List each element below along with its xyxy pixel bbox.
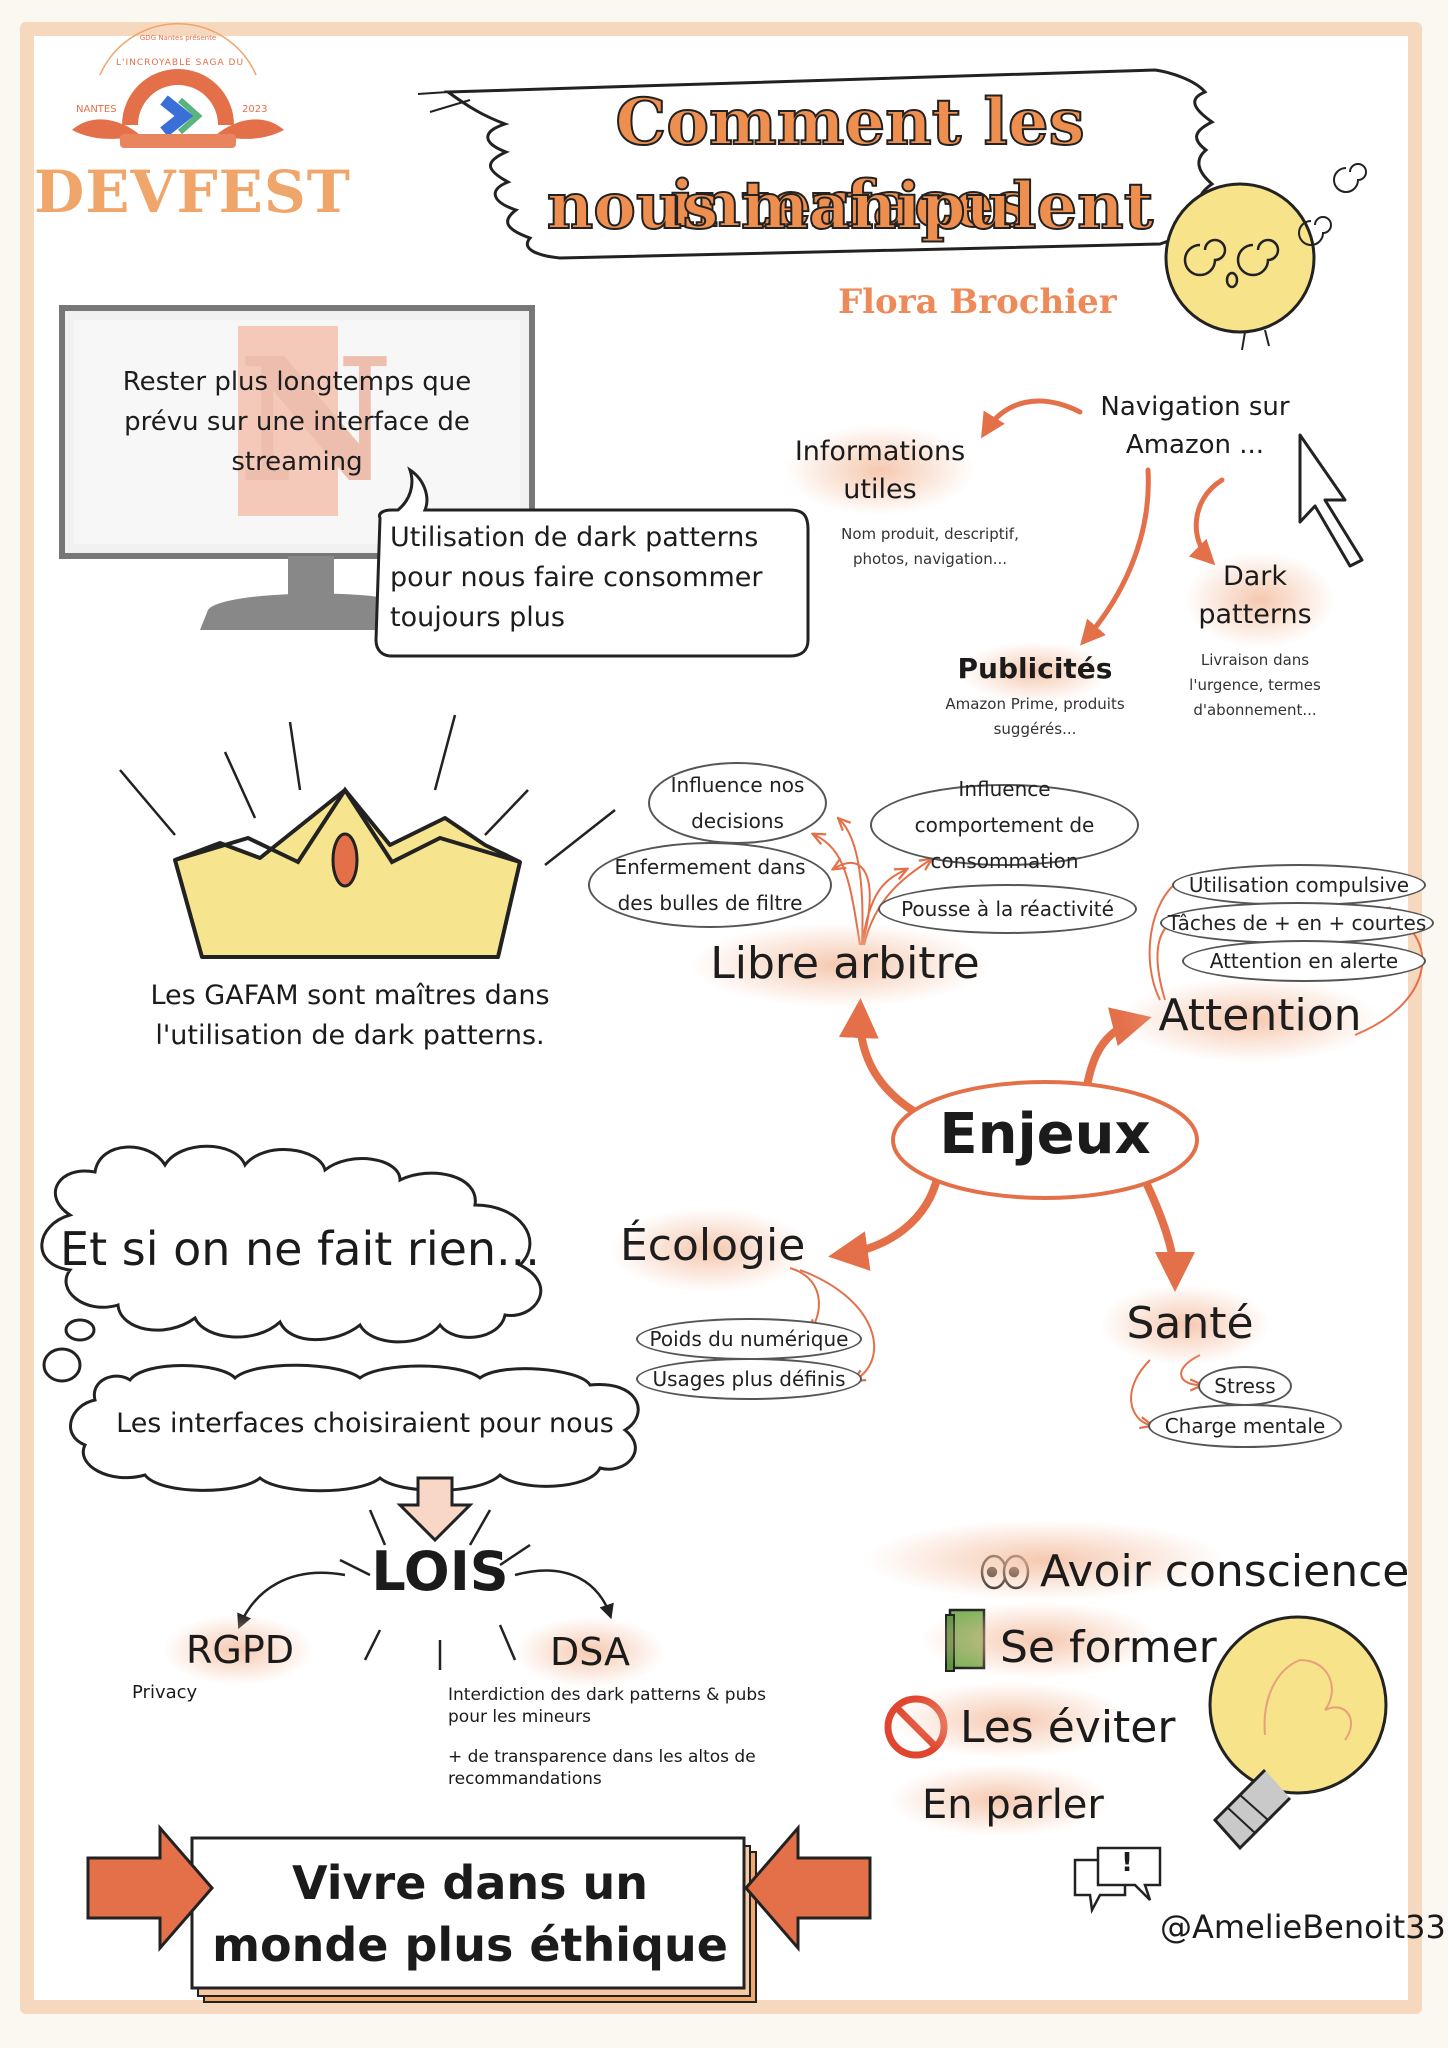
dsa-desc-2: + de transparence dans les altos de reco… (448, 1747, 756, 1789)
title-banner (417, 68, 1215, 260)
pill-usages: Usages plus définis (636, 1358, 862, 1400)
glow-eviter (890, 1682, 1130, 1758)
action-les-eviter: Les éviter (960, 1702, 1176, 1753)
speech-exclamation: ! (1121, 1848, 1133, 1878)
streaming-bubble-text: Utilisation de dark patterns pour nous f… (390, 522, 763, 633)
lightbulb-icon (1208, 1615, 1388, 1851)
libre-arbitre-title: Libre arbitre (710, 938, 980, 989)
action-avoir-conscience: Avoir conscience (1040, 1546, 1410, 1597)
enjeux-title: Enjeux (939, 1102, 1151, 1167)
pill-stress: Stress (1198, 1366, 1292, 1406)
logo-small-text: GDG Nantes présente (139, 34, 217, 42)
pill-poids: Poids du numérique (636, 1318, 862, 1360)
amazon-ads-title: Publicités (957, 652, 1113, 685)
amazon-title: Navigation sur Amazon ... (1100, 392, 1290, 460)
pill-poids-text: Poids du numérique (649, 1327, 849, 1351)
choisiraient-bubble (69, 1363, 640, 1493)
action-en-parler: En parler (922, 1782, 1104, 1828)
lois-rays (237, 1509, 614, 1670)
rgpd-desc: Privacy (132, 1682, 198, 1703)
cursor-icon (1298, 433, 1364, 568)
glow-publicites (960, 642, 1110, 702)
crown-graphic (119, 714, 616, 959)
pill-enfermement: Enfermement dans des bulles de filtre (588, 842, 832, 928)
glow-attention (1120, 978, 1380, 1062)
dsa-desc-1: Interdiction des dark patterns & pubs po… (448, 1685, 766, 1727)
action-se-former: Se former (1000, 1622, 1217, 1673)
pill-alerte-text: Attention en alerte (1209, 949, 1399, 973)
rgpd-title: RGPD (185, 1628, 295, 1672)
amazon-ads-desc: Amazon Prime, produits suggérés... (945, 695, 1125, 738)
glow-conscience (865, 1520, 1225, 1600)
amazon-dark-title: Dark patterns (1198, 561, 1312, 630)
dsa-title: DSA (549, 1630, 631, 1674)
pill-enfermement-text: Enfermement dans des bulles de filtre (614, 855, 806, 915)
logo-year: 2023 (242, 104, 268, 115)
amazon-dark-desc: Livraison dans l'urgence, termes d'abonn… (1189, 651, 1321, 719)
glow-sante (1100, 1285, 1270, 1365)
choisiraient-text: Les interfaces choisiraient pour nous (116, 1408, 614, 1439)
pill-compulsive: Utilisation compulsive (1172, 864, 1426, 906)
glow-former (920, 1602, 1160, 1678)
title-line-1: Comment les interfaces (614, 84, 1085, 243)
pill-reactivite-text: Pousse à la réactivité (901, 897, 1114, 921)
devfest-logo-graphic (72, 23, 284, 148)
pill-taches: Tâches de + en + courtes (1160, 902, 1434, 944)
signature: @AmelieBenoit33 (1160, 1908, 1446, 1946)
title-line-2: nous manipulent (546, 168, 1155, 245)
conclusion-graphic (86, 1823, 872, 2003)
streaming-speech-bubble (374, 466, 810, 658)
glow-ecologie (610, 1208, 810, 1292)
cloud-text: Et si on ne fait rien... (60, 1222, 540, 1276)
glow-dsa (515, 1617, 665, 1687)
pill-taches-text: Tâches de + en + courtes (1167, 911, 1427, 935)
devfest-logo-text: DEVFEST (34, 158, 351, 226)
sante-title: Santé (1126, 1298, 1254, 1349)
author-name: Flora Brochier (838, 282, 1117, 322)
pill-charge-text: Charge mentale (1164, 1414, 1326, 1438)
pill-charge: Charge mentale (1148, 1404, 1342, 1448)
amazon-useful-desc: Nom produit, descriptif, photos, navigat… (841, 525, 1019, 568)
streaming-screen-text: Rester plus longtemps que prévu sur une … (122, 367, 472, 477)
pill-compulsive-text: Utilisation compulsive (1188, 873, 1410, 897)
spiral-face-icon (1164, 163, 1367, 351)
conclusion-text: Vivre dans un monde plus éthique (212, 1856, 728, 1972)
pill-influence-consommation-text: Influence comportement de consommation (914, 777, 1095, 873)
logo-arc-text: L'INCROYABLE SAGA DU (115, 58, 245, 68)
speech-bubble-icon (1073, 1846, 1162, 1915)
pill-influence-consommation: Influence comportement de consommation (870, 777, 1139, 873)
thought-cloud (40, 1144, 543, 1383)
glow-dark (1185, 552, 1335, 648)
pill-usages-text: Usages plus définis (652, 1367, 846, 1391)
lois-title: LOIS (371, 1540, 509, 1603)
glow-parler (890, 1764, 1110, 1836)
logo-city: NANTES (76, 104, 117, 115)
glow-rgpd (163, 1615, 313, 1685)
down-arrow-icon (396, 1476, 474, 1543)
amazon-useful-title: Informations utiles (794, 436, 966, 505)
pill-alerte: Attention en alerte (1182, 940, 1426, 982)
enjeux-ellipse (891, 1080, 1199, 1200)
pill-stress-text: Stress (1214, 1374, 1276, 1398)
pill-reactivite: Pousse à la réactivité (878, 884, 1137, 934)
glow-libre (690, 923, 990, 1007)
ecologie-title: Écologie (620, 1220, 806, 1271)
glow-informations (785, 425, 975, 515)
pill-influence-decisions-text: Influence nos decisions (670, 773, 805, 833)
gafam-text: Les GAFAM sont maîtres dans l'utilisatio… (150, 980, 550, 1051)
amazon-arrows (981, 398, 1225, 646)
attention-title: Attention (1158, 990, 1362, 1041)
pill-influence-decisions: Influence nos decisions (648, 762, 827, 844)
